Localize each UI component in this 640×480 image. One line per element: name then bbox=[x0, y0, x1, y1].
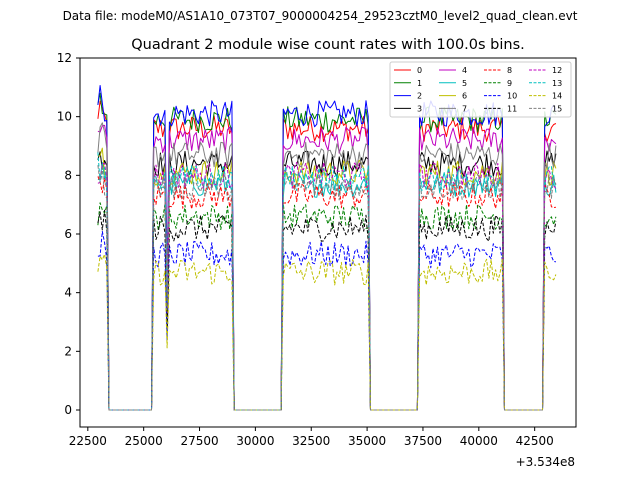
axes-frame bbox=[79, 57, 577, 428]
legend-label-15: 15 bbox=[552, 104, 562, 113]
x-tick-label: 22500 bbox=[69, 434, 107, 448]
legend-label-0: 0 bbox=[417, 66, 422, 75]
chart-suptitle: Data file: modeM0/AS1A10_073T07_90000042… bbox=[63, 9, 578, 23]
x-tick-label: 25000 bbox=[125, 434, 163, 448]
y-tick-label: 0 bbox=[64, 403, 72, 417]
legend-box bbox=[389, 61, 572, 118]
x-tick-label: 30000 bbox=[236, 434, 274, 448]
x-tick-label: 32500 bbox=[292, 434, 330, 448]
series-line-12 bbox=[97, 161, 557, 411]
y-tick-label: 10 bbox=[57, 110, 72, 124]
series-line-5 bbox=[97, 161, 557, 411]
x-tick-label: 42500 bbox=[516, 434, 554, 448]
series-line-15 bbox=[97, 165, 557, 411]
series-layer bbox=[97, 85, 557, 411]
legend-label-2: 2 bbox=[417, 92, 422, 101]
legend-label-12: 12 bbox=[552, 66, 562, 75]
legend-label-9: 9 bbox=[507, 79, 512, 88]
axes-layer: 22500 25000 27500 30000 32500 35000 37500 40000… bbox=[57, 51, 577, 448]
legend-label-14: 14 bbox=[552, 92, 562, 101]
x-tick-label: 37500 bbox=[404, 434, 442, 448]
x-tick-label: 35000 bbox=[348, 434, 386, 448]
x-offset-label: +3.534e8 bbox=[516, 455, 575, 469]
series-line-11 bbox=[97, 209, 557, 411]
chart-title: Quadrant 2 module wise count rates with … bbox=[131, 37, 525, 53]
y-tick-label: 4 bbox=[64, 286, 72, 300]
legend-label-13: 13 bbox=[552, 79, 562, 88]
series-line-10 bbox=[97, 230, 557, 411]
y-tick-label: 2 bbox=[64, 344, 72, 358]
legend-label-1: 1 bbox=[417, 79, 422, 88]
legend-label-3: 3 bbox=[417, 104, 422, 113]
x-tick-label: 40000 bbox=[460, 434, 498, 448]
series-line-1 bbox=[97, 92, 557, 411]
legend-label-8: 8 bbox=[507, 66, 512, 75]
series-line-8 bbox=[97, 176, 556, 411]
y-tick-label: 6 bbox=[64, 227, 72, 241]
x-tick-label: 27500 bbox=[180, 434, 218, 448]
legend-label-7: 7 bbox=[462, 104, 467, 113]
series-line-2 bbox=[97, 85, 557, 411]
series-line-13 bbox=[97, 152, 557, 411]
legend-label-10: 10 bbox=[507, 92, 517, 101]
y-tick-label: 8 bbox=[64, 168, 72, 182]
legend-label-11: 11 bbox=[507, 104, 517, 113]
series-line-14 bbox=[97, 253, 557, 411]
series-line-7 bbox=[97, 122, 557, 411]
legend-label-5: 5 bbox=[462, 79, 467, 88]
legend-label-6: 6 bbox=[462, 92, 467, 101]
legend-label-4: 4 bbox=[462, 66, 467, 75]
y-tick-label: 12 bbox=[57, 51, 72, 65]
series-line-9 bbox=[97, 202, 557, 411]
